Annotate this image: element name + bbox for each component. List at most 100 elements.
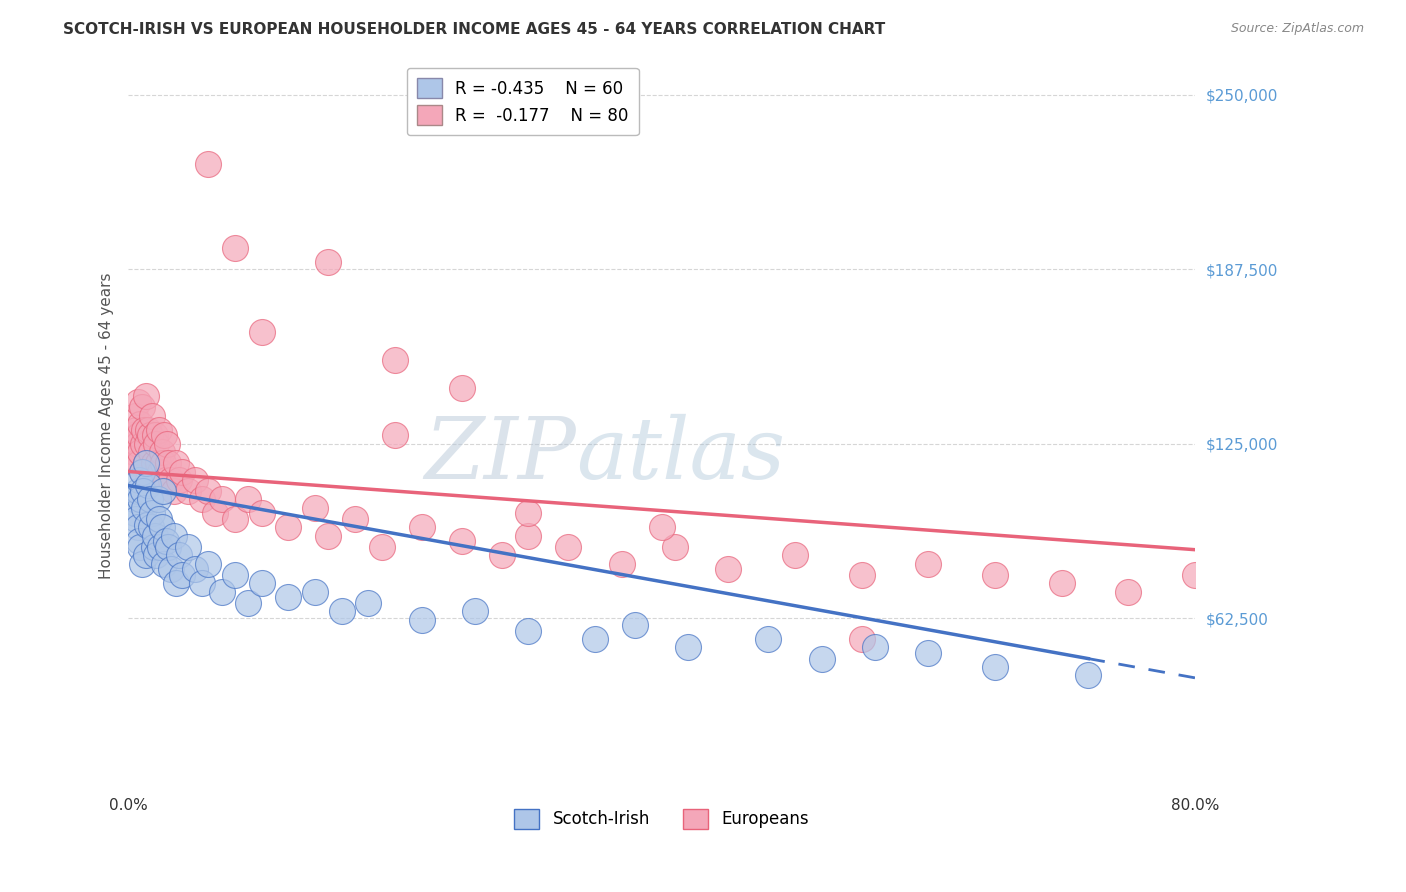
Point xyxy=(167,473,190,487)
Point xyxy=(190,576,212,591)
Point xyxy=(783,549,806,563)
Point xyxy=(155,473,177,487)
Point xyxy=(517,624,540,638)
Point xyxy=(197,484,219,499)
Point xyxy=(984,660,1007,674)
Point xyxy=(162,529,184,543)
Point xyxy=(170,465,193,479)
Point xyxy=(139,445,162,459)
Point xyxy=(135,549,157,563)
Point xyxy=(143,529,166,543)
Point xyxy=(131,401,153,415)
Point xyxy=(129,492,152,507)
Point xyxy=(238,492,260,507)
Point xyxy=(128,456,150,470)
Point xyxy=(250,507,273,521)
Point xyxy=(129,445,152,459)
Point xyxy=(124,507,146,521)
Point xyxy=(129,417,152,431)
Point xyxy=(717,562,740,576)
Point xyxy=(152,484,174,499)
Point xyxy=(127,484,149,499)
Point xyxy=(135,517,157,532)
Point xyxy=(177,484,200,499)
Text: atlas: atlas xyxy=(576,414,786,497)
Point xyxy=(1077,668,1099,682)
Point xyxy=(155,534,177,549)
Point xyxy=(141,409,163,423)
Point xyxy=(131,465,153,479)
Point xyxy=(197,557,219,571)
Text: ZIP: ZIP xyxy=(425,414,576,497)
Point xyxy=(122,445,145,459)
Point xyxy=(160,473,183,487)
Point xyxy=(128,534,150,549)
Point xyxy=(146,456,169,470)
Point xyxy=(135,456,157,470)
Point xyxy=(138,428,160,442)
Point xyxy=(129,540,152,554)
Point xyxy=(131,557,153,571)
Point xyxy=(132,436,155,450)
Point xyxy=(863,640,886,655)
Point xyxy=(517,507,540,521)
Point xyxy=(128,473,150,487)
Point xyxy=(190,492,212,507)
Point xyxy=(134,423,156,437)
Point xyxy=(146,492,169,507)
Point xyxy=(184,473,207,487)
Point xyxy=(984,567,1007,582)
Point xyxy=(148,423,170,437)
Point xyxy=(211,492,233,507)
Point xyxy=(450,534,472,549)
Point xyxy=(224,512,246,526)
Point xyxy=(851,632,873,646)
Point xyxy=(132,484,155,499)
Point xyxy=(145,436,167,450)
Point xyxy=(517,529,540,543)
Point xyxy=(167,549,190,563)
Point xyxy=(152,456,174,470)
Point xyxy=(162,484,184,499)
Text: SCOTCH-IRISH VS EUROPEAN HOUSEHOLDER INCOME AGES 45 - 64 YEARS CORRELATION CHART: SCOTCH-IRISH VS EUROPEAN HOUSEHOLDER INC… xyxy=(63,22,886,37)
Point xyxy=(224,241,246,255)
Point xyxy=(491,549,513,563)
Point xyxy=(125,512,148,526)
Point xyxy=(197,157,219,171)
Point xyxy=(157,540,180,554)
Text: Source: ZipAtlas.com: Source: ZipAtlas.com xyxy=(1230,22,1364,36)
Point xyxy=(343,512,366,526)
Point xyxy=(143,428,166,442)
Point xyxy=(384,352,406,367)
Point xyxy=(128,428,150,442)
Point xyxy=(160,562,183,576)
Point xyxy=(224,567,246,582)
Point xyxy=(124,456,146,470)
Point xyxy=(651,520,673,534)
Point xyxy=(250,325,273,339)
Point xyxy=(624,618,647,632)
Point xyxy=(142,540,165,554)
Point xyxy=(238,596,260,610)
Point xyxy=(250,576,273,591)
Point xyxy=(139,520,162,534)
Point xyxy=(304,584,326,599)
Point xyxy=(127,436,149,450)
Point xyxy=(678,640,700,655)
Point xyxy=(136,423,159,437)
Point xyxy=(134,500,156,515)
Point xyxy=(156,436,179,450)
Point xyxy=(184,562,207,576)
Point xyxy=(149,540,172,554)
Point xyxy=(316,529,339,543)
Legend: Scotch-Irish, Europeans: Scotch-Irish, Europeans xyxy=(508,802,815,836)
Point xyxy=(138,492,160,507)
Point xyxy=(122,492,145,507)
Point xyxy=(170,567,193,582)
Point xyxy=(157,456,180,470)
Point xyxy=(153,557,176,571)
Point xyxy=(153,428,176,442)
Point xyxy=(1118,584,1140,599)
Point xyxy=(121,428,143,442)
Point xyxy=(145,549,167,563)
